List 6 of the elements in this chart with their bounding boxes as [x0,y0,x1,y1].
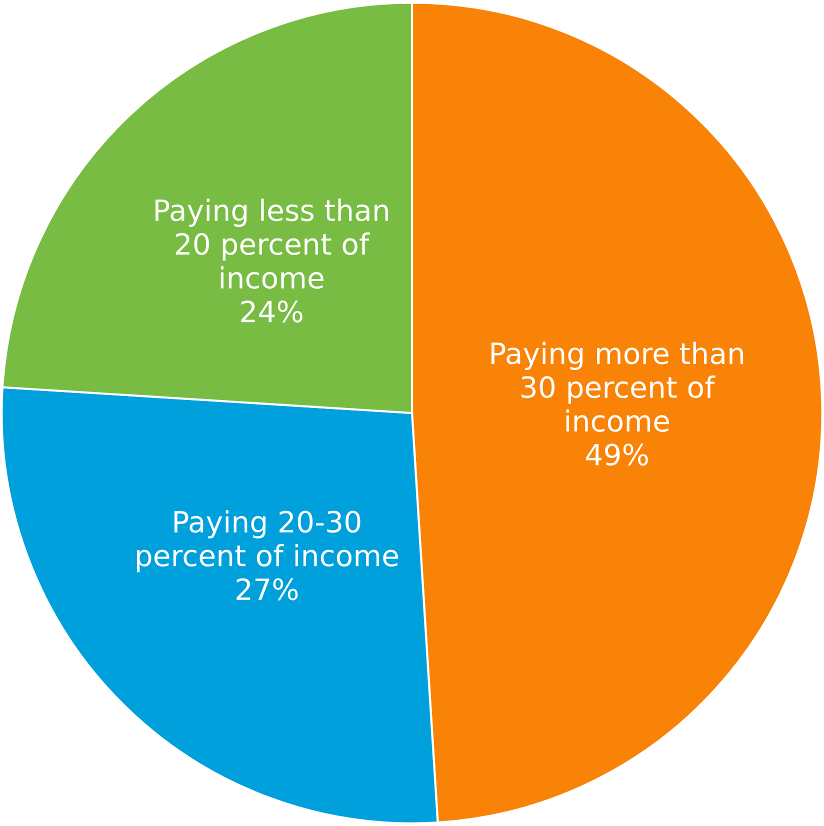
slice-label: Paying more than 30 percent of income [492,342,744,432]
slice-label: Paying less than 20 percent of income [156,198,388,289]
data-label: 27% [236,578,298,600]
data-label: 49% [586,444,648,466]
slice-label: Paying 20-30 percent of income [136,510,398,572]
data-label: 24% [241,300,302,323]
